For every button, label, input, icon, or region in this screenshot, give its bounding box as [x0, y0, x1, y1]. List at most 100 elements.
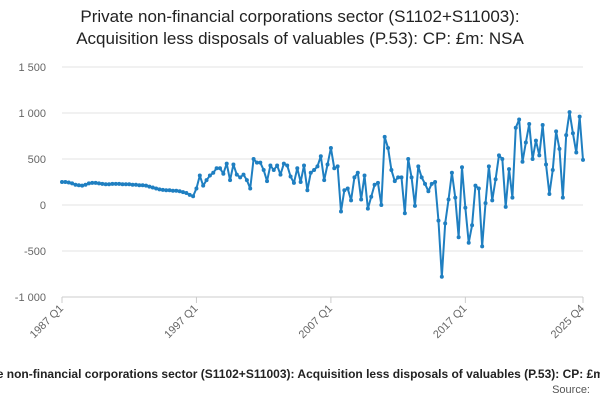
data-point	[544, 162, 549, 167]
data-point	[201, 183, 206, 188]
data-point	[419, 175, 424, 180]
data-point	[406, 157, 411, 161]
data-point	[285, 163, 290, 168]
x-axis-title: Private non-financial corporations secto…	[0, 367, 600, 381]
data-point	[530, 157, 535, 161]
data-point	[83, 182, 88, 187]
data-point	[359, 197, 364, 202]
chart-title: Private non-financial corporations secto…	[80, 7, 519, 26]
data-point	[281, 161, 286, 166]
data-point	[483, 201, 488, 206]
data-point	[365, 206, 370, 211]
data-point	[164, 188, 169, 193]
data-point	[187, 192, 192, 197]
data-point	[513, 125, 518, 130]
data-point	[211, 170, 216, 175]
data-point	[207, 173, 212, 178]
data-point	[271, 168, 276, 173]
data-point	[476, 186, 481, 191]
data-point	[396, 175, 401, 180]
data-point	[496, 153, 501, 158]
x-tick-label: 1997 Q1	[162, 303, 200, 341]
data-point	[402, 211, 407, 216]
data-point	[577, 114, 582, 119]
data-point	[429, 181, 434, 186]
y-tick-label: 500	[28, 154, 46, 166]
data-point	[154, 186, 159, 191]
data-point	[322, 178, 327, 183]
data-point	[527, 122, 532, 127]
data-point	[446, 197, 451, 202]
data-point	[117, 181, 122, 186]
data-point	[325, 162, 330, 167]
data-point	[453, 195, 458, 200]
data-point	[214, 166, 219, 171]
data-point	[73, 182, 78, 187]
data-point	[194, 186, 199, 191]
series-line	[62, 111, 584, 278]
data-point	[278, 172, 283, 177]
data-point	[204, 178, 209, 183]
data-point	[426, 189, 431, 194]
data-point	[547, 191, 552, 196]
data-point	[248, 186, 253, 191]
data-point	[500, 157, 505, 161]
data-point	[318, 154, 323, 159]
data-point	[224, 161, 229, 166]
data-point	[466, 240, 471, 245]
data-point	[167, 188, 172, 193]
data-point	[449, 170, 454, 175]
y-tick-label: -1 000	[15, 292, 46, 304]
data-point	[110, 181, 115, 186]
chart-title: Acquisition less disposals of valuables …	[76, 29, 524, 48]
x-tick-label: 1987 Q1	[28, 303, 66, 341]
data-point	[382, 134, 387, 139]
data-point	[503, 204, 508, 209]
data-point	[352, 175, 357, 180]
y-tick-label: -500	[24, 246, 46, 258]
data-point	[490, 198, 495, 203]
data-point	[493, 177, 498, 182]
data-point	[312, 168, 317, 173]
data-point	[241, 172, 246, 177]
data-point	[127, 182, 132, 187]
data-point	[550, 168, 555, 173]
data-point	[412, 203, 417, 208]
data-point	[144, 183, 149, 188]
data-point	[486, 164, 491, 169]
data-point	[537, 153, 542, 158]
x-tick-label: 2025 Q4	[549, 303, 587, 341]
data-point	[191, 194, 196, 199]
data-point	[70, 181, 75, 186]
data-point	[557, 146, 562, 151]
data-point	[268, 163, 273, 168]
data-point	[369, 194, 374, 199]
data-point	[342, 188, 347, 193]
data-point	[540, 122, 545, 127]
data-point	[480, 244, 485, 249]
data-point	[409, 175, 414, 180]
y-tick-label: 1 500	[18, 62, 46, 74]
data-point	[459, 165, 464, 170]
data-point	[133, 182, 138, 187]
data-point	[564, 133, 569, 138]
data-point	[298, 180, 303, 184]
data-point	[174, 188, 179, 193]
data-point	[96, 181, 101, 186]
data-point	[265, 179, 270, 184]
data-point	[150, 185, 155, 190]
data-point	[80, 183, 85, 188]
data-point	[63, 180, 68, 184]
data-point	[345, 186, 350, 191]
data-point	[103, 182, 108, 187]
data-point	[308, 170, 313, 175]
data-point	[93, 180, 98, 185]
data-point	[355, 170, 360, 175]
data-point	[160, 187, 165, 192]
y-tick-label: 0	[40, 200, 46, 212]
data-point	[362, 173, 367, 178]
data-point	[436, 218, 441, 223]
data-point	[439, 274, 444, 279]
